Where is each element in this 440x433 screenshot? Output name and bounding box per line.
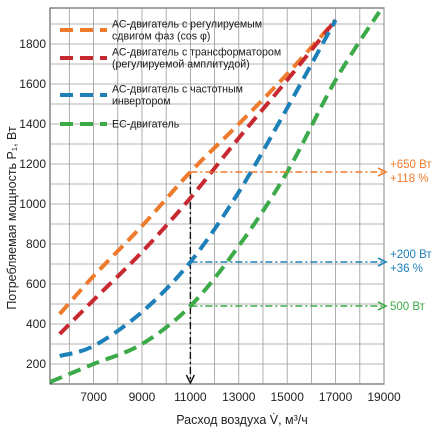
x-tick-label: 7000	[80, 390, 107, 404]
series-line-3	[59, 19, 338, 358]
y-tick-label: 1800	[19, 37, 46, 51]
legend-label: инвертором	[112, 96, 171, 108]
legend-label: АС-двигатель с трансформатором	[112, 47, 281, 59]
y-tick-label: 200	[26, 357, 46, 371]
x-tick-label: 15000	[271, 390, 305, 404]
annotation-arrowhead	[377, 301, 388, 311]
series-line-4	[49, 10, 381, 384]
y-tick-label: 400	[26, 317, 46, 331]
legend-label: ЕС-двигатель	[112, 119, 180, 131]
y-tick-label: 800	[26, 237, 46, 251]
y-tick-label: 1600	[19, 77, 46, 91]
annotation-arrowhead	[377, 167, 388, 177]
x-tick-label: 13000	[222, 390, 256, 404]
legend-label: сдвигом фаз (cos φ)	[112, 31, 210, 43]
legend-label: (регулируемой амплитудой)	[112, 59, 250, 71]
y-axis-title: Потребляемая мощность P₁, Вт	[5, 126, 19, 310]
y-tick-label: 600	[26, 277, 46, 291]
annotation-label: +36 %	[390, 263, 423, 275]
y-tick-label: 1000	[19, 197, 46, 211]
y-tick-label: 1200	[19, 157, 46, 171]
legend-label: АС-двигатель с частотным	[112, 84, 243, 96]
x-tick-label: 17000	[319, 390, 353, 404]
annotation-label: +118 %	[390, 173, 428, 185]
legend-label: АС-двигатель с регулируемым	[112, 19, 262, 31]
annotation-label: +650 Вт	[390, 159, 432, 171]
annotation-label: +200 Вт	[390, 249, 432, 261]
x-tick-label: 9000	[129, 390, 156, 404]
annotation-arrowhead	[377, 257, 388, 267]
x-axis-title: Расход воздуха V̇, м³/ч	[176, 413, 308, 427]
x-tick-label: 19000	[367, 390, 401, 404]
y-tick-label: 1400	[19, 117, 46, 131]
series-line-2	[58, 18, 338, 336]
series-line-1	[58, 18, 338, 316]
x-tick-label: 11000	[174, 390, 207, 404]
reference-arrowhead	[185, 374, 196, 385]
annotation-label: 500 Вт	[390, 301, 426, 313]
